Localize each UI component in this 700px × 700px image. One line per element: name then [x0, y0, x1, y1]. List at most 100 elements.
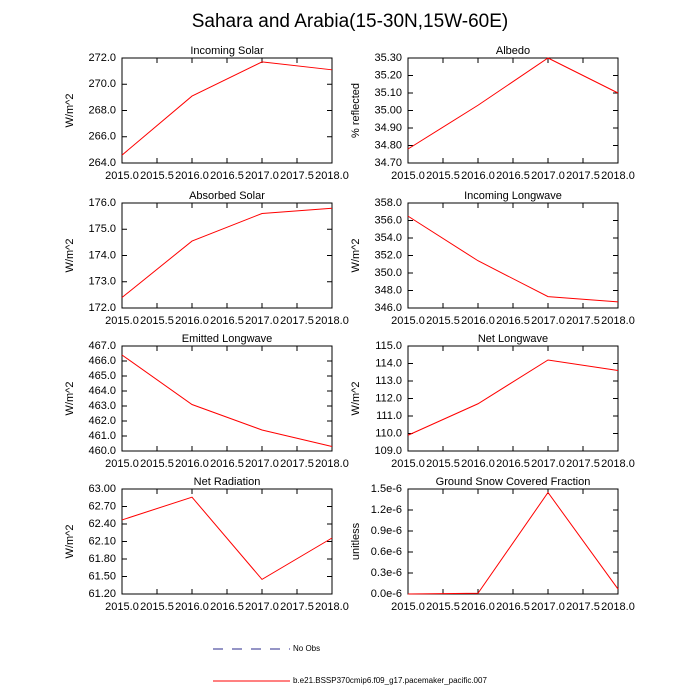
y-tick-label: 1.2e-6: [371, 504, 402, 516]
y-tick-label: 112.0: [375, 392, 402, 404]
y-tick-label: 356.0: [374, 214, 402, 226]
x-tick-label: 2018.0: [315, 315, 349, 327]
data-line: [407, 57, 619, 150]
x-tick-label: 2016.0: [461, 315, 495, 327]
x-tick-label: 2018.0: [601, 170, 635, 182]
x-tick-label: 2015.5: [426, 601, 460, 613]
x-tick-label: 2018.0: [315, 458, 349, 470]
data-line: [407, 491, 619, 595]
y-tick-label: 35.10: [374, 87, 402, 99]
panel-title: Emitted Longwave: [182, 333, 273, 345]
y-tick-label: 109.0: [374, 445, 402, 457]
x-tick-label: 2018.0: [601, 315, 635, 327]
y-tick-label: 1.5e-6: [371, 483, 402, 495]
x-tick-label: 2017.0: [245, 458, 279, 470]
x-tick-label: 2017.0: [531, 170, 565, 182]
panel-title: Incoming Solar: [190, 45, 264, 57]
x-tick-label: 2017.5: [566, 170, 600, 182]
y-tick-label: 348.0: [374, 284, 402, 296]
x-tick-label: 2017.0: [531, 315, 565, 327]
x-tick-label: 2017.0: [531, 458, 565, 470]
x-tick-label: 2017.5: [280, 315, 314, 327]
y-tick-label: 464.0: [88, 385, 116, 397]
plot-frame: [407, 202, 619, 309]
y-tick-label: 346.0: [374, 302, 402, 314]
panel: Absorbed Solar W/m^2 172.0 173.0 174.0 175.0 1…: [64, 190, 349, 327]
y-tick-label: 466.0: [88, 355, 116, 367]
x-tick-label: 2017.0: [245, 315, 279, 327]
data-line: [407, 215, 619, 303]
x-tick-label: 2015.0: [391, 170, 425, 182]
y-axis-label: W/m^2: [64, 94, 76, 128]
plot-frame: [407, 57, 619, 164]
x-tick-label: 2016.5: [496, 315, 530, 327]
y-tick-label: 115.0: [375, 340, 402, 352]
y-axis-label: W/m^2: [64, 382, 76, 416]
x-tick-label: 2015.5: [426, 315, 460, 327]
plot-frame: [407, 488, 619, 595]
y-tick-label: 0.0e-6: [371, 588, 402, 600]
panel-title: Incoming Longwave: [464, 190, 562, 202]
y-tick-label: 61.50: [88, 570, 116, 582]
panel: Net Longwave W/m^2 109.0 110.0 111.0 112.0 113…: [350, 333, 635, 470]
x-tick-label: 2016.0: [175, 170, 209, 182]
y-tick-label: 266.0: [88, 131, 116, 143]
y-tick-label: 0.6e-6: [371, 546, 402, 558]
y-tick-label: 35.30: [374, 52, 402, 64]
plot-frame: [121, 57, 333, 164]
y-tick-label: 62.10: [88, 535, 116, 547]
x-tick-label: 2018.0: [315, 170, 349, 182]
y-tick-label: 114.0: [375, 357, 402, 369]
y-tick-label: 61.80: [88, 553, 116, 565]
y-tick-label: 34.90: [374, 122, 402, 134]
y-tick-label: 113.0: [375, 375, 402, 387]
y-tick-label: 461.0: [88, 430, 116, 442]
y-tick-label: 0.9e-6: [371, 525, 402, 537]
x-tick-label: 2017.5: [280, 170, 314, 182]
panel-title: Net Longwave: [478, 333, 548, 345]
x-tick-label: 2015.0: [105, 170, 139, 182]
y-tick-label: 172.0: [88, 302, 116, 314]
data-line: [121, 61, 333, 156]
y-tick-label: 467.0: [88, 340, 116, 352]
panel-title: Absorbed Solar: [189, 190, 265, 202]
y-axis-label: W/m^2: [64, 239, 76, 273]
y-tick-label: 35.00: [374, 104, 402, 116]
plot-frame: [121, 202, 333, 309]
x-tick-label: 2016.5: [210, 170, 244, 182]
y-tick-label: 61.20: [88, 588, 116, 600]
y-tick-label: 270.0: [88, 78, 116, 90]
data-line: [407, 359, 619, 436]
panel-title: Net Radiation: [194, 476, 261, 488]
plot-frame: [407, 345, 619, 452]
y-tick-label: 354.0: [374, 232, 402, 244]
x-tick-label: 2018.0: [315, 601, 349, 613]
data-line: [121, 496, 333, 581]
y-tick-label: 111.0: [376, 410, 402, 422]
x-tick-label: 2015.5: [140, 601, 174, 613]
x-tick-label: 2017.5: [280, 458, 314, 470]
y-tick-label: 352.0: [374, 249, 402, 261]
panel: Emitted Longwave W/m^2 460.0 461.0 462.0 463.…: [64, 333, 349, 470]
x-tick-label: 2017.0: [245, 601, 279, 613]
x-tick-label: 2017.5: [566, 601, 600, 613]
y-tick-label: 358.0: [374, 197, 402, 209]
x-tick-label: 2015.0: [105, 315, 139, 327]
x-tick-label: 2015.5: [140, 170, 174, 182]
y-axis-label: W/m^2: [350, 239, 362, 273]
y-tick-label: 173.0: [88, 276, 116, 288]
x-tick-label: 2016.0: [175, 315, 209, 327]
panel-title: Ground Snow Covered Fraction: [436, 476, 591, 488]
legend-label: b.e21.BSSP370cmip6.f09_g17.pacemaker_pac…: [293, 676, 487, 685]
x-tick-label: 2016.0: [461, 170, 495, 182]
x-tick-label: 2016.5: [496, 458, 530, 470]
y-tick-label: 62.70: [88, 500, 116, 512]
y-tick-label: 350.0: [374, 267, 402, 279]
legend-label: No Obs: [293, 644, 320, 653]
data-line: [121, 354, 333, 447]
y-tick-label: 110.0: [375, 427, 402, 439]
x-tick-label: 2015.0: [391, 315, 425, 327]
x-tick-label: 2016.5: [210, 601, 244, 613]
y-tick-label: 463.0: [88, 400, 116, 412]
